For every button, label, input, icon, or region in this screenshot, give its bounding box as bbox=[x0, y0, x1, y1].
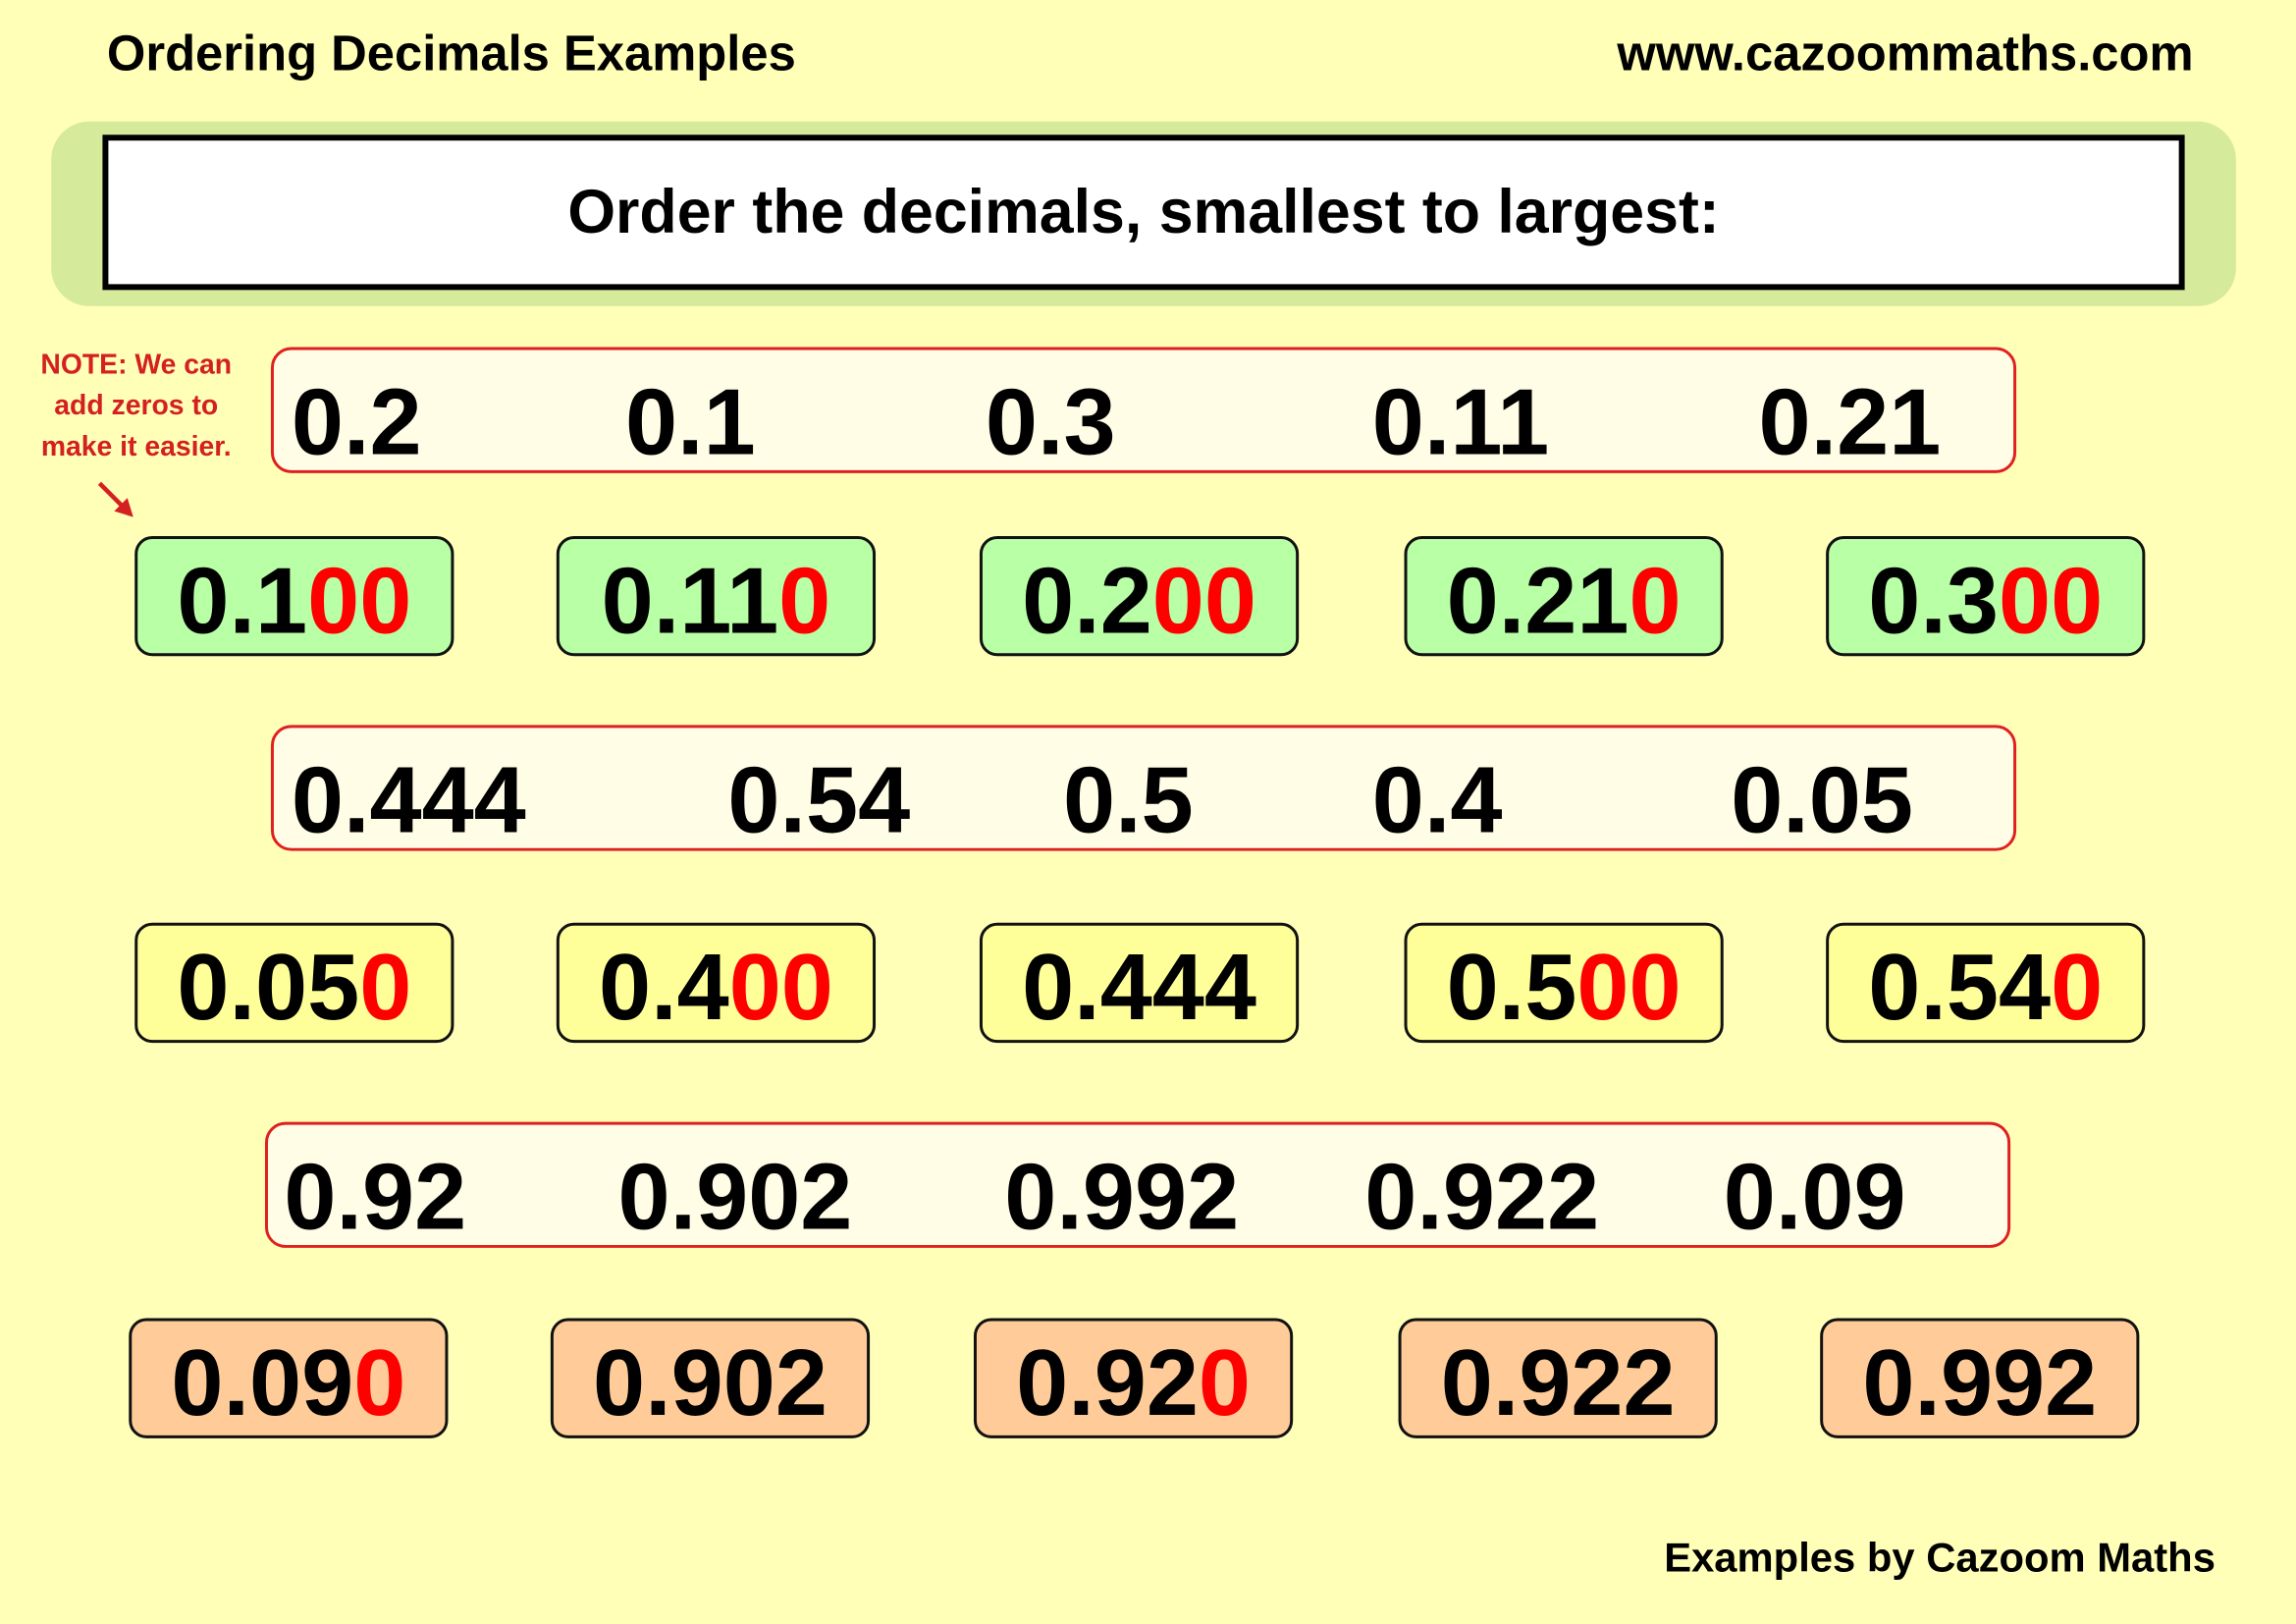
question-number: 0.2 bbox=[291, 368, 422, 475]
question-number: 0.5 bbox=[1062, 746, 1194, 853]
note: NOTE: We can add zeros to make it easier… bbox=[15, 346, 258, 468]
question-number: 0.11 bbox=[1371, 368, 1550, 475]
answer-box: 0.21 0 bbox=[1404, 535, 1724, 657]
answer-digits: 0.21 bbox=[1446, 547, 1629, 654]
answer-digits: 0.992 bbox=[1862, 1329, 2098, 1435]
answer-digits: 0.4 bbox=[598, 934, 729, 1041]
question-number: 0.09 bbox=[1723, 1144, 1906, 1250]
answer-box: 0.902 bbox=[550, 1318, 871, 1438]
answer-digits: 0.3 bbox=[1868, 547, 2000, 654]
answer-digits: 0.09 bbox=[171, 1329, 354, 1435]
added-zeros: 00 bbox=[307, 547, 412, 654]
question-number: 0.21 bbox=[1758, 368, 1942, 475]
answer-digits: 0.92 bbox=[1016, 1329, 1199, 1435]
answer-digits: 0.11 bbox=[601, 547, 779, 654]
question-number: 0.1 bbox=[624, 368, 756, 475]
answer-box: 0.2 00 bbox=[979, 535, 1300, 657]
added-zeros: 0 bbox=[778, 547, 831, 654]
answer-box: 0.05 0 bbox=[134, 922, 454, 1044]
added-zeros: 0 bbox=[359, 934, 412, 1041]
question-number: 0.54 bbox=[727, 746, 911, 853]
question-number: 0.92 bbox=[284, 1144, 467, 1250]
question-row: 0.92 0.902 0.992 0.922 0.09 bbox=[264, 1121, 2011, 1250]
website-url: www.cazoommaths.com bbox=[1617, 26, 2194, 82]
page-title: Ordering Decimals Examples bbox=[106, 26, 796, 82]
footer-credit: Examples by Cazoom Maths bbox=[1664, 1535, 2216, 1581]
question-row: 0.444 0.54 0.5 0.4 0.05 bbox=[270, 725, 2017, 853]
added-zeros: 00 bbox=[1999, 547, 2104, 654]
answer-box: 0.922 bbox=[1398, 1318, 1718, 1438]
added-zeros: 00 bbox=[1576, 934, 1682, 1041]
answer-digits: 0.2 bbox=[1022, 547, 1152, 654]
instruction-box: Order the decimals, smallest to largest: bbox=[102, 135, 2185, 291]
note-line: add zeros to bbox=[54, 391, 219, 422]
added-zeros: 0 bbox=[1629, 547, 1682, 654]
answer-box: 0.3 00 bbox=[1826, 535, 2146, 657]
answer-box: 0.1 00 bbox=[134, 535, 454, 657]
answer-box: 0.4 00 bbox=[556, 922, 877, 1044]
answer-digits: 0.1 bbox=[177, 547, 308, 654]
answer-digits: 0.922 bbox=[1440, 1329, 1676, 1435]
added-zeros: 0 bbox=[353, 1329, 406, 1435]
answer-box: 0.444 bbox=[979, 922, 1300, 1044]
question-number: 0.902 bbox=[617, 1144, 853, 1250]
question-number: 0.05 bbox=[1731, 746, 1913, 853]
question-number: 0.3 bbox=[985, 368, 1116, 475]
answer-box: 0.992 bbox=[1820, 1318, 2140, 1438]
added-zeros: 0 bbox=[1198, 1329, 1252, 1435]
answer-digits: 0.902 bbox=[593, 1329, 828, 1435]
question-number: 0.444 bbox=[291, 746, 526, 853]
answer-digits: 0.05 bbox=[177, 934, 360, 1041]
added-zeros: 00 bbox=[1151, 547, 1256, 654]
question-number: 0.922 bbox=[1364, 1144, 1600, 1250]
arrow-down-right-icon bbox=[97, 481, 133, 517]
answer-digits: 0.5 bbox=[1446, 934, 1577, 1041]
answer-digits: 0.444 bbox=[1022, 934, 1256, 1041]
answer-digits: 0.54 bbox=[1868, 934, 2052, 1041]
added-zeros: 00 bbox=[728, 934, 833, 1041]
answer-box: 0.11 0 bbox=[556, 535, 877, 657]
answer-box: 0.5 00 bbox=[1404, 922, 1724, 1044]
note-line: make it easier. bbox=[40, 432, 232, 463]
answer-box: 0.09 0 bbox=[129, 1318, 449, 1438]
note-line: NOTE: We can bbox=[40, 350, 233, 381]
added-zeros: 0 bbox=[2051, 934, 2104, 1041]
question-number: 0.992 bbox=[1004, 1144, 1240, 1250]
question-number: 0.4 bbox=[1371, 746, 1503, 853]
answer-box: 0.92 0 bbox=[973, 1318, 1294, 1438]
answer-box: 0.54 0 bbox=[1826, 922, 2146, 1044]
question-row: 0.2 0.1 0.3 0.11 0.21 bbox=[270, 347, 2017, 475]
